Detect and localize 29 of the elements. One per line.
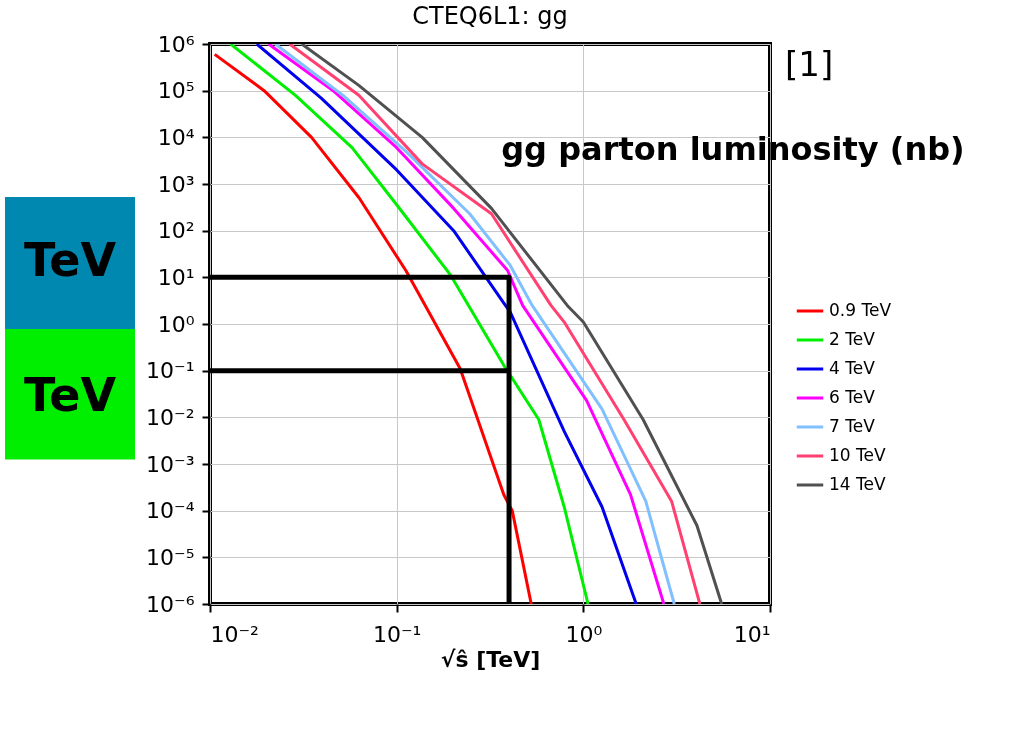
y-tick-label: 10² xyxy=(157,218,195,244)
x-tick-label: 10⁻¹ xyxy=(372,621,422,647)
text: [1] xyxy=(785,44,834,84)
y-tick-label: 10⁻⁶ xyxy=(146,591,195,617)
y-tick-label: 10⁵ xyxy=(157,78,195,104)
x-tick-label: 10⁻² xyxy=(210,621,259,647)
legend-label: 14 TeV xyxy=(829,474,886,494)
y-tick-label: 10³ xyxy=(157,171,195,197)
y-tick-label: 10⁴ xyxy=(157,124,195,150)
legend-label: 0.9 TeV xyxy=(829,300,892,320)
legend-label: 10 TeV xyxy=(829,445,886,465)
y-tick-label: 10⁻⁴ xyxy=(146,498,195,524)
text: TeV xyxy=(23,367,117,422)
legend-label: 4 TeV xyxy=(829,358,876,378)
x-tick-label: 10¹ xyxy=(733,621,771,647)
legend-label: 2 TeV xyxy=(829,329,876,349)
x-axis-title: √ŝ [TeV] xyxy=(440,646,541,672)
legend-label: 7 TeV xyxy=(829,416,876,436)
x-tick-label: 10⁰ xyxy=(565,621,603,647)
y-tick-label: 10⁻¹ xyxy=(146,358,195,384)
legend-label: 6 TeV xyxy=(829,387,876,407)
y-tick-label: 10⁻⁵ xyxy=(146,544,195,570)
text: TeV xyxy=(23,233,117,288)
y-tick-label: 10¹ xyxy=(157,264,195,290)
y-tick-label: 10⁻³ xyxy=(146,451,195,477)
y-tick-label: 10⁶ xyxy=(157,31,195,57)
y-tick-label: 10⁻² xyxy=(146,404,195,430)
chart-title: CTEQ6L1: gg xyxy=(412,2,568,30)
y-tick-label: 10⁰ xyxy=(157,311,195,337)
